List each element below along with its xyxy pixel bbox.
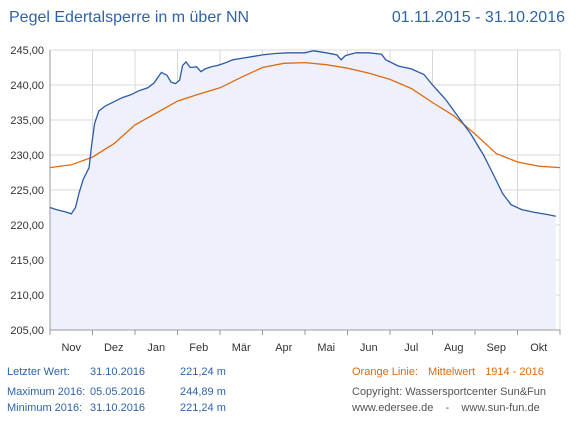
y-tick-label: 230,00	[10, 150, 44, 162]
website-links: www.edersee.de - www.sun-fun.de	[352, 402, 540, 414]
x-tick-label: Mai	[317, 342, 335, 354]
stat-max-label: Maximum 2016:	[7, 386, 86, 398]
x-tick-label: Aug	[444, 342, 464, 354]
x-tick-label: Okt	[530, 342, 547, 354]
y-tick-label: 235,00	[10, 115, 44, 127]
x-tick-label: Jan	[147, 342, 165, 354]
x-tick-label: Jul	[404, 342, 418, 354]
stat-last-label: Letzter Wert:	[7, 366, 70, 378]
x-tick-label: Dez	[104, 342, 124, 354]
stat-last-value: 221,24 m	[180, 366, 226, 378]
x-tick-label: Feb	[189, 342, 208, 354]
level-area-fill	[50, 50, 556, 331]
copyright-text: Copyright: Wassersportcenter Sun&Fun	[352, 386, 547, 398]
stat-min-date: 31.10.2016	[90, 402, 146, 414]
y-tick-label: 220,00	[10, 220, 44, 232]
y-tick-label: 205,00	[10, 325, 44, 337]
level-chart: 205,00 210,00 215,00 220,00 225,00 230,00 235,…	[10, 45, 561, 354]
stat-min-label: Minimum 2016:	[7, 402, 83, 414]
stat-min-value: 221,24 m	[180, 402, 226, 414]
y-tick-label: 225,00	[10, 185, 44, 197]
date-range: 01.11.2015 - 31.10.2016	[391, 9, 565, 26]
y-tick-label: 240,00	[10, 80, 44, 92]
legend-series-label: Mittelwert	[428, 366, 476, 378]
legend-line-label: Orange Linie:	[352, 366, 419, 378]
y-tick-label: 215,00	[10, 255, 44, 267]
stat-max-date: 05.05.2016	[90, 386, 146, 398]
series-lines	[49, 50, 561, 217]
x-tick-label: Nov	[61, 342, 81, 354]
x-tick-label: Mär	[232, 342, 251, 354]
stat-last-date: 31.10.2016	[90, 366, 146, 378]
chart-title: Pegel Edertalsperre in m über NN	[9, 9, 250, 26]
x-tick-label: Jun	[360, 342, 378, 354]
axes	[49, 50, 561, 335]
series-line-mean	[49, 61, 561, 169]
series-line-level	[49, 50, 556, 217]
stat-max-value: 244,89 m	[180, 386, 226, 398]
x-tick-label: Sep	[486, 342, 506, 354]
tick-labels: 205,00 210,00 215,00 220,00 225,00 230,00 235,…	[10, 45, 547, 354]
y-tick-label: 210,00	[10, 290, 44, 302]
legend-period: 1914 - 2016	[485, 366, 544, 378]
y-tick-label: 245,00	[10, 45, 44, 57]
x-tick-label: Apr	[275, 342, 292, 354]
legend: Orange Linie: Mittelwert 1914 - 2016	[352, 366, 554, 378]
level-area	[50, 50, 556, 331]
